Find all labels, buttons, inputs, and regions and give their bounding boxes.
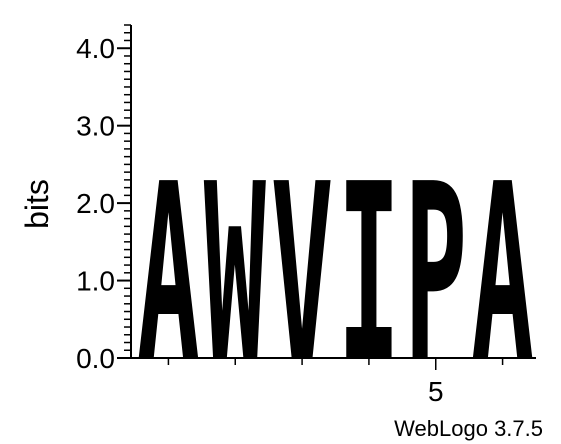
y-axis-label: bits	[19, 179, 55, 229]
x-axis: 5	[131, 357, 536, 407]
logo-letter-v: V	[271, 133, 334, 416]
y-tick-label: 0.0	[76, 343, 115, 374]
logo-letter-p: P	[404, 133, 467, 416]
y-tick-label: 4.0	[76, 33, 115, 64]
logo-letter-a: A	[137, 133, 200, 416]
logo-letter-i: I	[338, 133, 401, 416]
y-tick-label: 2.0	[76, 188, 115, 219]
logo-letter-w: W	[204, 133, 266, 417]
y-tick-label: 3.0	[76, 111, 115, 142]
y-tick-label: 1.0	[76, 266, 115, 297]
weblogo-footer: WebLogo 3.7.5	[394, 416, 543, 441]
logo-letter-a: A	[471, 133, 534, 416]
y-axis: 0.0 1.0 2.0 3.0 4.0	[76, 24, 132, 374]
x-tick-label: 5	[428, 376, 444, 407]
